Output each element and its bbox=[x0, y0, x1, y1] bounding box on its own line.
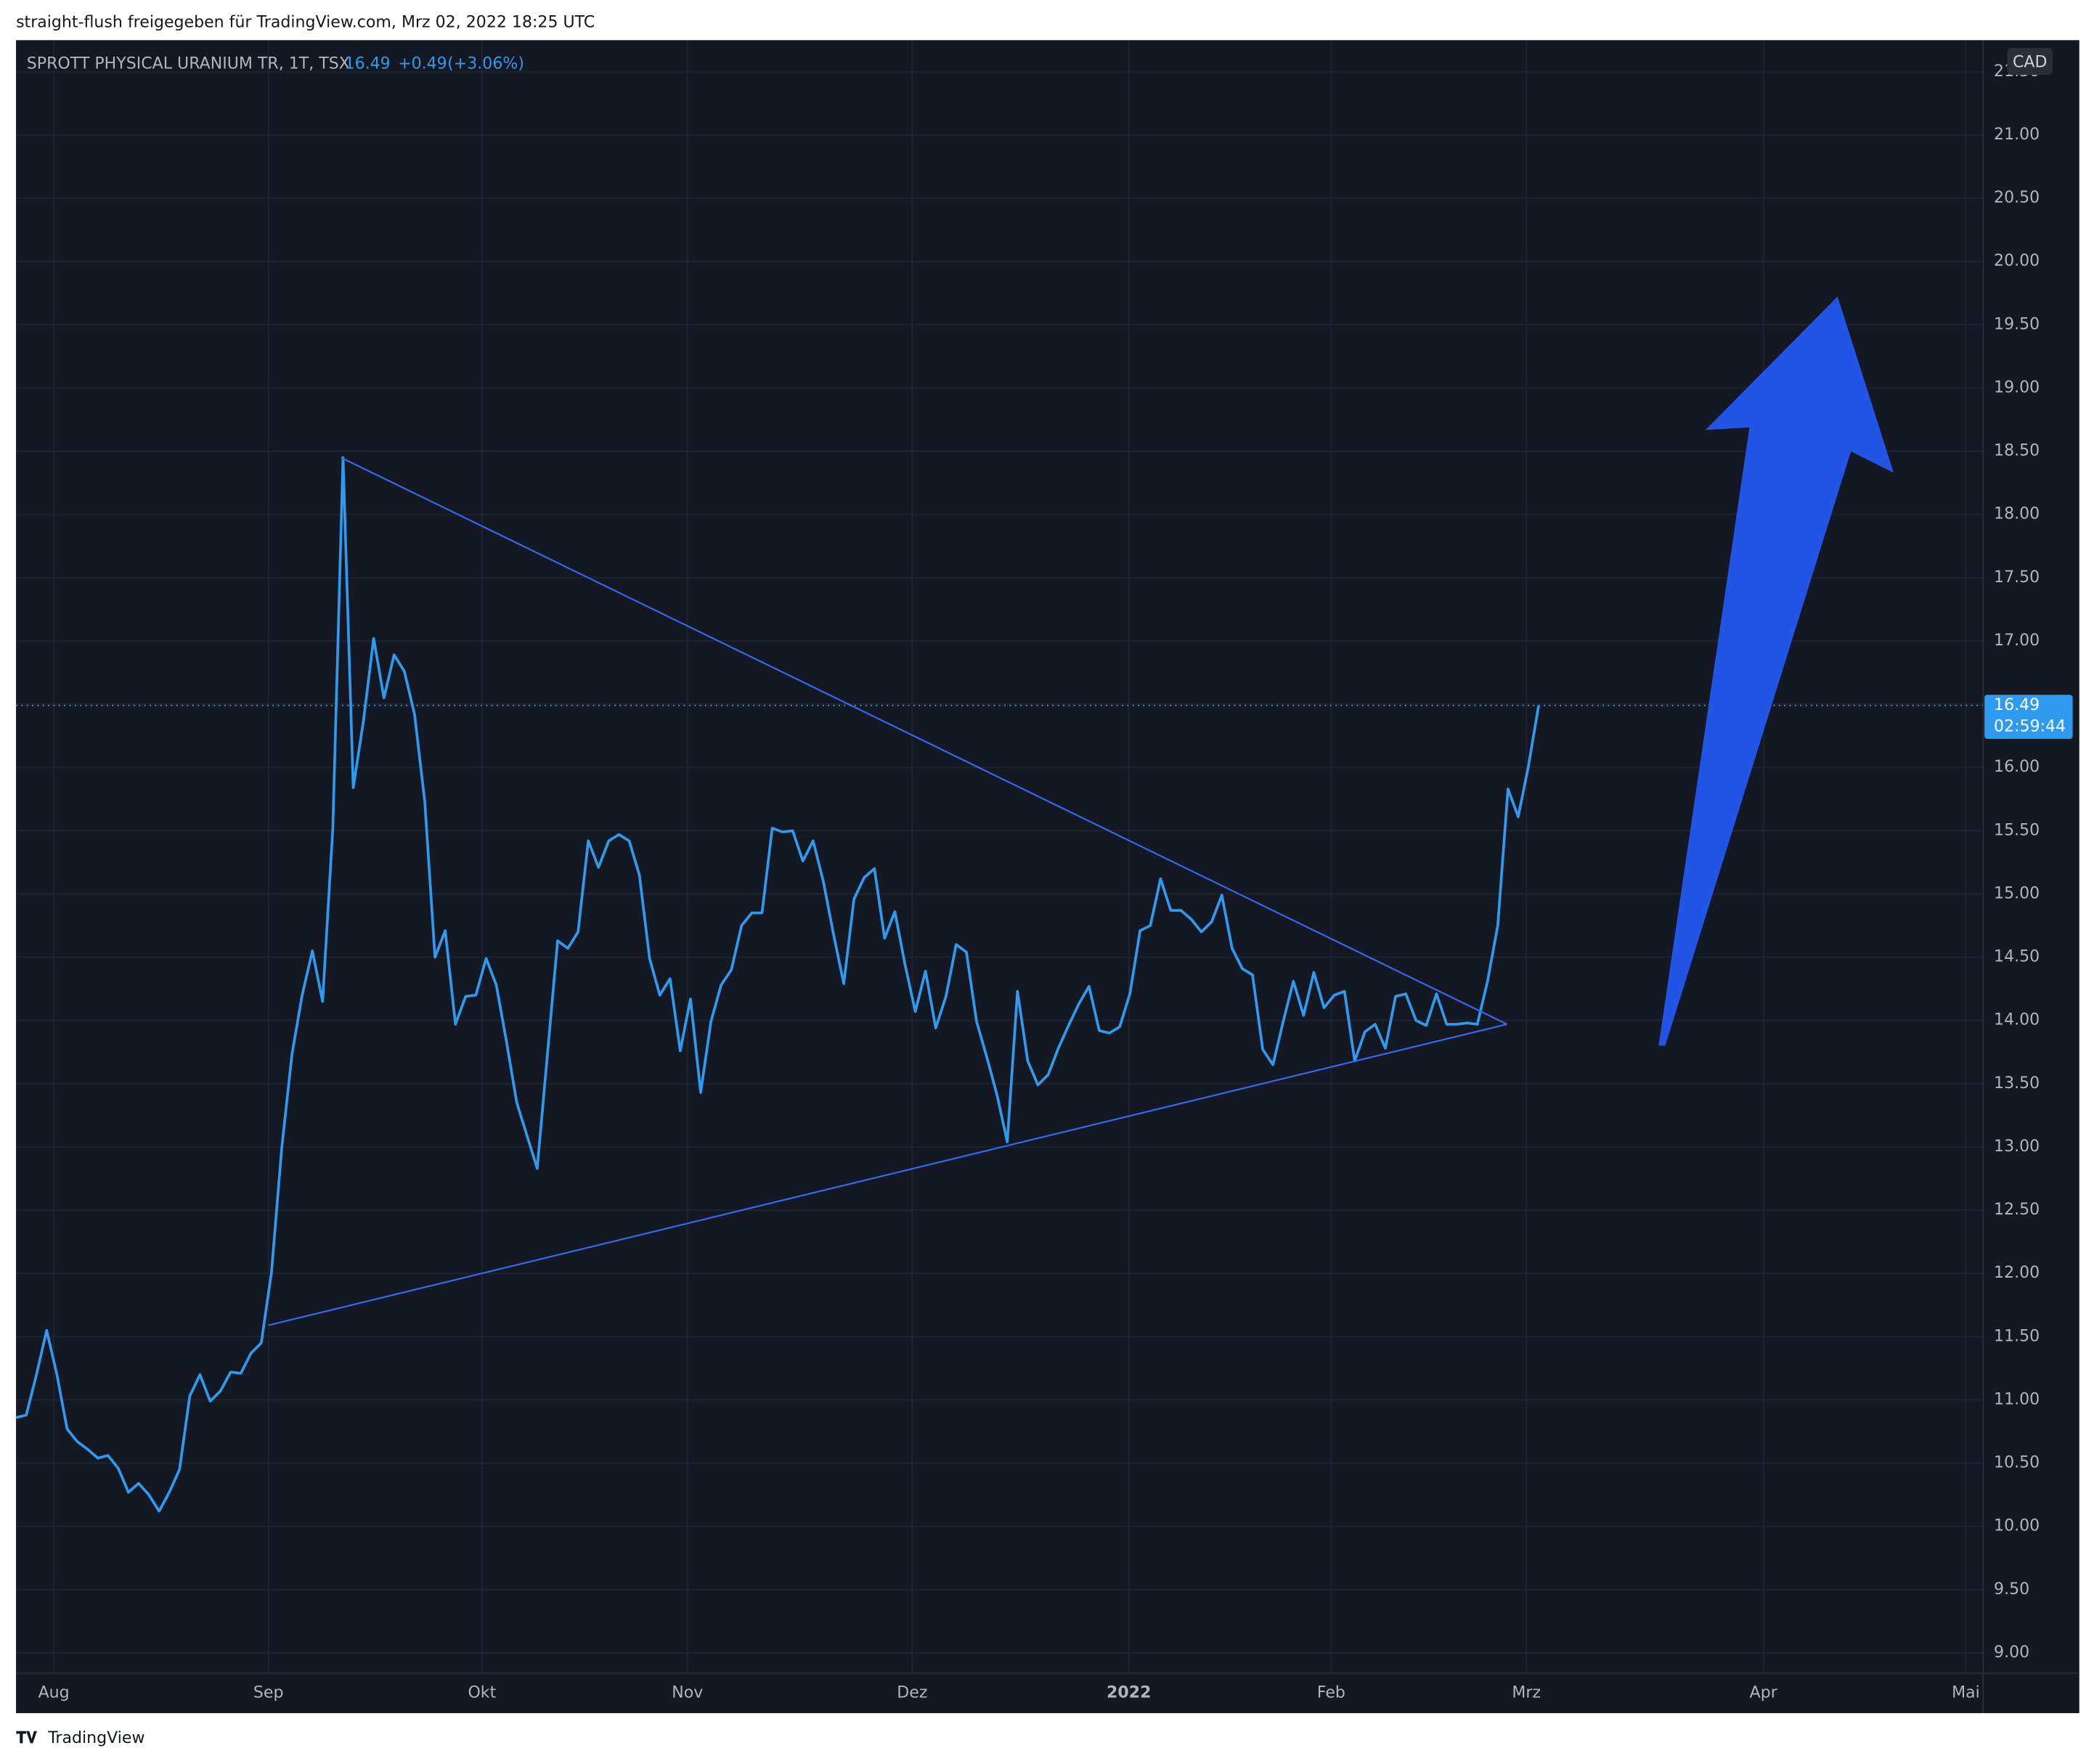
chart-panel bbox=[16, 40, 2079, 1713]
y-tick-label: 20.00 bbox=[1994, 252, 2040, 270]
last-price-box bbox=[1984, 695, 2073, 739]
x-tick-label: Apr bbox=[1750, 1683, 1778, 1702]
y-tick-label: 14.00 bbox=[1994, 1011, 2040, 1029]
logo: 𝐓𝐕 bbox=[16, 1729, 37, 1747]
price-line bbox=[15, 456, 1540, 1513]
y-tick-label: 13.50 bbox=[1994, 1074, 2040, 1093]
y-tick-label: 15.00 bbox=[1994, 884, 2040, 902]
x-tick-label: Dez bbox=[897, 1683, 927, 1702]
y-tick-label: 17.00 bbox=[1994, 632, 2040, 650]
x-tick-label: Sep bbox=[253, 1683, 284, 1702]
share-caption: straight-flush freigegeben für TradingVi… bbox=[16, 13, 595, 31]
last-price-label: 16.49 bbox=[1994, 696, 2040, 714]
y-tick-label: 20.50 bbox=[1994, 189, 2040, 207]
x-tick-label: Mrz bbox=[1512, 1683, 1541, 1702]
trendline bbox=[268, 1023, 1507, 1326]
x-tick-label: 2022 bbox=[1107, 1683, 1151, 1702]
last-price: 16.49 bbox=[345, 54, 391, 73]
countdown: 02:59:44 bbox=[1994, 717, 2066, 735]
up-arrow bbox=[1658, 296, 1894, 1046]
change-pct: (+3.06%) bbox=[447, 54, 524, 73]
change: +0.49 bbox=[398, 54, 447, 73]
y-tick-label: 10.00 bbox=[1994, 1517, 2040, 1535]
trendline bbox=[341, 457, 1507, 1025]
x-tick-label: Feb bbox=[1317, 1683, 1345, 1702]
x-tick-label: Okt bbox=[468, 1683, 496, 1702]
x-tick-label: Mai bbox=[1952, 1683, 1980, 1702]
y-tick-label: 16.00 bbox=[1994, 758, 2040, 776]
y-tick-label: 11.00 bbox=[1994, 1390, 2040, 1408]
y-tick-label: 18.00 bbox=[1994, 505, 2040, 523]
y-tick-label: 19.50 bbox=[1994, 315, 2040, 333]
y-tick-label: 17.50 bbox=[1994, 568, 2040, 587]
x-tick-label: Nov bbox=[672, 1683, 703, 1702]
y-tick-label: 11.50 bbox=[1994, 1327, 2040, 1345]
y-tick-label: 12.50 bbox=[1994, 1201, 2040, 1219]
y-tick-label: 21.00 bbox=[1994, 126, 2040, 144]
y-tick-label: 10.50 bbox=[1994, 1454, 2040, 1472]
currency-box[interactable] bbox=[2007, 48, 2053, 75]
y-tick-label: 18.50 bbox=[1994, 442, 2040, 460]
y-tick-label: 13.00 bbox=[1994, 1138, 2040, 1156]
x-tick-label: Aug bbox=[38, 1683, 70, 1702]
y-tick-label: 15.50 bbox=[1994, 821, 2040, 839]
symbol: SPROTT PHYSICAL URANIUM TR, 1T, TSX bbox=[27, 54, 350, 73]
y-tick-label: 9.00 bbox=[1994, 1643, 2029, 1662]
y-tick-label: 19.00 bbox=[1994, 378, 2040, 396]
y-tick-label: 12.00 bbox=[1994, 1264, 2040, 1282]
footer-brand: TradingView bbox=[47, 1729, 144, 1747]
y-tick-label: 14.50 bbox=[1994, 948, 2040, 966]
y-tick-label: 9.50 bbox=[1994, 1580, 2029, 1598]
currency: CAD bbox=[2013, 54, 2048, 72]
